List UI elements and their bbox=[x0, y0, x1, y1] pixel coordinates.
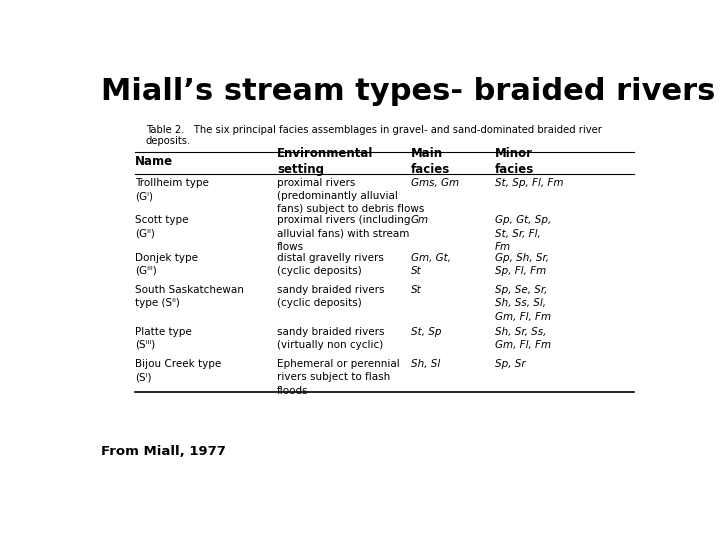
Text: Gms, Gm: Gms, Gm bbox=[411, 178, 459, 188]
Text: Sp, Sr: Sp, Sr bbox=[495, 359, 525, 369]
Text: Platte type
(Sᴵᴵᴵ): Platte type (Sᴵᴵᴵ) bbox=[135, 327, 192, 350]
Text: St, Sp, Fl, Fm: St, Sp, Fl, Fm bbox=[495, 178, 563, 188]
Text: deposits.: deposits. bbox=[145, 136, 191, 146]
Text: Minor
facies: Minor facies bbox=[495, 147, 534, 176]
Text: Gp, Sh, Sr,
Sp, Fl, Fm: Gp, Sh, Sr, Sp, Fl, Fm bbox=[495, 253, 549, 276]
Text: Bijou Creek type
(Sᴵ): Bijou Creek type (Sᴵ) bbox=[135, 359, 221, 382]
Text: Name: Name bbox=[135, 155, 173, 168]
Text: From Miall, 1977: From Miall, 1977 bbox=[101, 445, 226, 458]
Text: St, Sp: St, Sp bbox=[411, 327, 441, 337]
Text: Gm: Gm bbox=[411, 215, 429, 225]
Text: Ephemeral or perennial
rivers subject to flash
floods: Ephemeral or perennial rivers subject to… bbox=[277, 359, 400, 396]
Text: Gp, Gt, Sp,
St, Sr, Fl,
Fm: Gp, Gt, Sp, St, Sr, Fl, Fm bbox=[495, 215, 551, 252]
Text: Scott type
(Gᴵᴵ): Scott type (Gᴵᴵ) bbox=[135, 215, 188, 239]
Text: South Saskatchewan
type (Sᴵᴵ): South Saskatchewan type (Sᴵᴵ) bbox=[135, 285, 243, 308]
Text: St: St bbox=[411, 285, 422, 295]
Text: proximal rivers
(predominantly alluvial
fans) subject to debris flows: proximal rivers (predominantly alluvial … bbox=[277, 178, 424, 214]
Text: Trollheim type
(Gᴵ): Trollheim type (Gᴵ) bbox=[135, 178, 209, 201]
Text: proximal rivers (including
alluvial fans) with stream
flows: proximal rivers (including alluvial fans… bbox=[277, 215, 410, 252]
Text: Environmental
setting: Environmental setting bbox=[277, 147, 373, 176]
Text: Sp, Se, Sr,
Sh, Ss, Sl,
Gm, Fl, Fm: Sp, Se, Sr, Sh, Ss, Sl, Gm, Fl, Fm bbox=[495, 285, 551, 322]
Text: Table 2.   The six principal facies assemblages in gravel- and sand-dominated br: Table 2. The six principal facies assemb… bbox=[145, 125, 602, 134]
Text: Sh, Sl: Sh, Sl bbox=[411, 359, 440, 369]
Text: Main
facies: Main facies bbox=[411, 147, 450, 176]
Text: Sh, Sr, Ss,
Gm, Fl, Fm: Sh, Sr, Ss, Gm, Fl, Fm bbox=[495, 327, 551, 350]
Text: distal gravelly rivers
(cyclic deposits): distal gravelly rivers (cyclic deposits) bbox=[277, 253, 384, 276]
Text: sandy braided rivers
(virtually non cyclic): sandy braided rivers (virtually non cycl… bbox=[277, 327, 384, 350]
Text: Donjek type
(Gᴵᴵᴵ): Donjek type (Gᴵᴵᴵ) bbox=[135, 253, 197, 276]
Text: sandy braided rivers
(cyclic deposits): sandy braided rivers (cyclic deposits) bbox=[277, 285, 384, 308]
Text: Gm, Gt,
St: Gm, Gt, St bbox=[411, 253, 451, 276]
Text: Miall’s stream types- braided rivers: Miall’s stream types- braided rivers bbox=[101, 77, 716, 106]
